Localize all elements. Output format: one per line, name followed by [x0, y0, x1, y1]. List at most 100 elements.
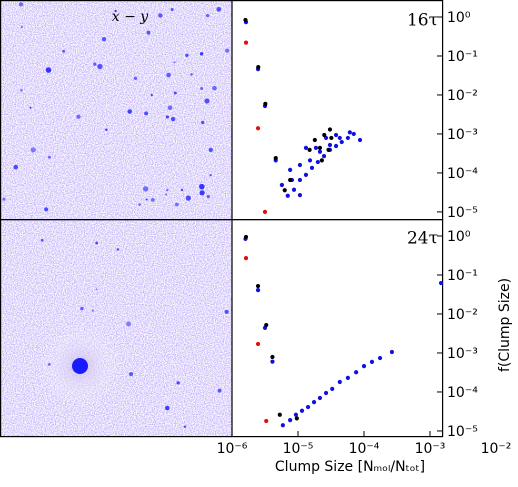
y-tick-label: 10⁻¹ [447, 49, 478, 65]
data-point [369, 359, 375, 365]
data-point [330, 386, 335, 391]
clump-blob [2, 197, 6, 201]
clump-blob [200, 87, 204, 90]
data-point [288, 417, 293, 423]
clump-blob [133, 76, 138, 80]
clump-blob [47, 363, 51, 366]
data-point [354, 370, 359, 375]
clump-blob [205, 13, 210, 18]
image-noise [0, 0, 232, 220]
clump-blob [180, 188, 184, 192]
clump-blob [144, 111, 149, 116]
frames [0, 0, 444, 438]
clump-blob [20, 25, 24, 29]
data-point [243, 17, 248, 23]
data-point [255, 287, 261, 293]
clump-blob [185, 53, 189, 57]
data-point [299, 408, 305, 413]
clump-blob [199, 52, 204, 56]
data-point [280, 423, 285, 428]
y-tick-label: 10⁻¹ [447, 268, 478, 284]
clump-blob [185, 195, 191, 201]
clump-blob [204, 98, 210, 104]
data-point [333, 143, 339, 149]
clump-blob [170, 116, 176, 122]
data-point [315, 159, 320, 165]
data-point [293, 412, 299, 417]
clump-blob [199, 190, 205, 196]
data-point [319, 158, 324, 163]
clump-blob [166, 188, 169, 192]
clump-blob [91, 309, 94, 312]
data-point [361, 364, 367, 369]
simulation-images [0, 0, 232, 437]
data-point [347, 130, 352, 135]
clump-blob [145, 198, 148, 201]
clump-blob [190, 73, 193, 76]
clump-blob [173, 91, 177, 95]
clump-blob [95, 288, 98, 291]
x-tick-label: 10⁻⁵ [283, 441, 314, 457]
data-point [438, 280, 444, 286]
y-axis-label: f(Clump Size) [497, 278, 513, 372]
image-label: x − y [112, 9, 150, 25]
clump-blob [208, 147, 213, 153]
clump-blob [138, 203, 141, 206]
clump-blob [62, 49, 66, 53]
clump-blob [18, 2, 24, 7]
y-tick-label: 10⁻³ [447, 346, 478, 362]
data-point [291, 187, 297, 192]
x-tick-label: 10⁻⁴ [349, 441, 380, 457]
data-point [297, 192, 303, 198]
data-point [305, 404, 311, 410]
clump-blob [165, 405, 170, 411]
clump-blob [143, 186, 149, 192]
data-point [345, 135, 350, 141]
clump-blob [29, 106, 32, 109]
clump-blob [217, 388, 222, 393]
data-point [264, 418, 269, 424]
data-point [312, 137, 317, 143]
clump-blob [224, 309, 229, 314]
clump-blob [20, 88, 23, 92]
data-point [262, 209, 268, 215]
data-point [263, 101, 268, 106]
bottom-frame [0, 219, 444, 438]
data-point [345, 375, 350, 380]
y-tick-label: 10⁻³ [447, 127, 478, 143]
clump-blob [225, 48, 230, 53]
clump-blob [158, 13, 163, 18]
data-point [288, 167, 293, 172]
clump-blob [105, 128, 108, 131]
clump-blob [30, 147, 36, 153]
data-point [243, 40, 249, 45]
clump-blob [114, 9, 117, 13]
clump-blob [201, 120, 205, 125]
data-point [288, 177, 293, 183]
clump-blob [126, 321, 132, 327]
data-point [333, 132, 339, 138]
data-point [317, 149, 323, 154]
clump-blob [101, 37, 107, 42]
data-point [285, 193, 290, 198]
data-point [327, 142, 333, 148]
clump-blob [174, 202, 179, 207]
data-point [317, 145, 323, 150]
clump-blob [116, 248, 120, 251]
data-point [270, 354, 275, 360]
clump-blob [47, 155, 51, 159]
clump-blob [150, 198, 155, 202]
data-point [321, 154, 327, 159]
data-point [307, 147, 312, 152]
clump-blob [93, 62, 97, 66]
data-point [279, 182, 284, 188]
data-point [323, 390, 329, 396]
clump-blob [95, 241, 98, 245]
clump-blob [127, 109, 133, 114]
clump-blob [183, 425, 187, 428]
data-point [351, 131, 356, 137]
data-point [243, 234, 249, 240]
y-tick-label: 10⁰ [447, 229, 471, 245]
x-tick-label: 10⁻² [481, 441, 512, 457]
